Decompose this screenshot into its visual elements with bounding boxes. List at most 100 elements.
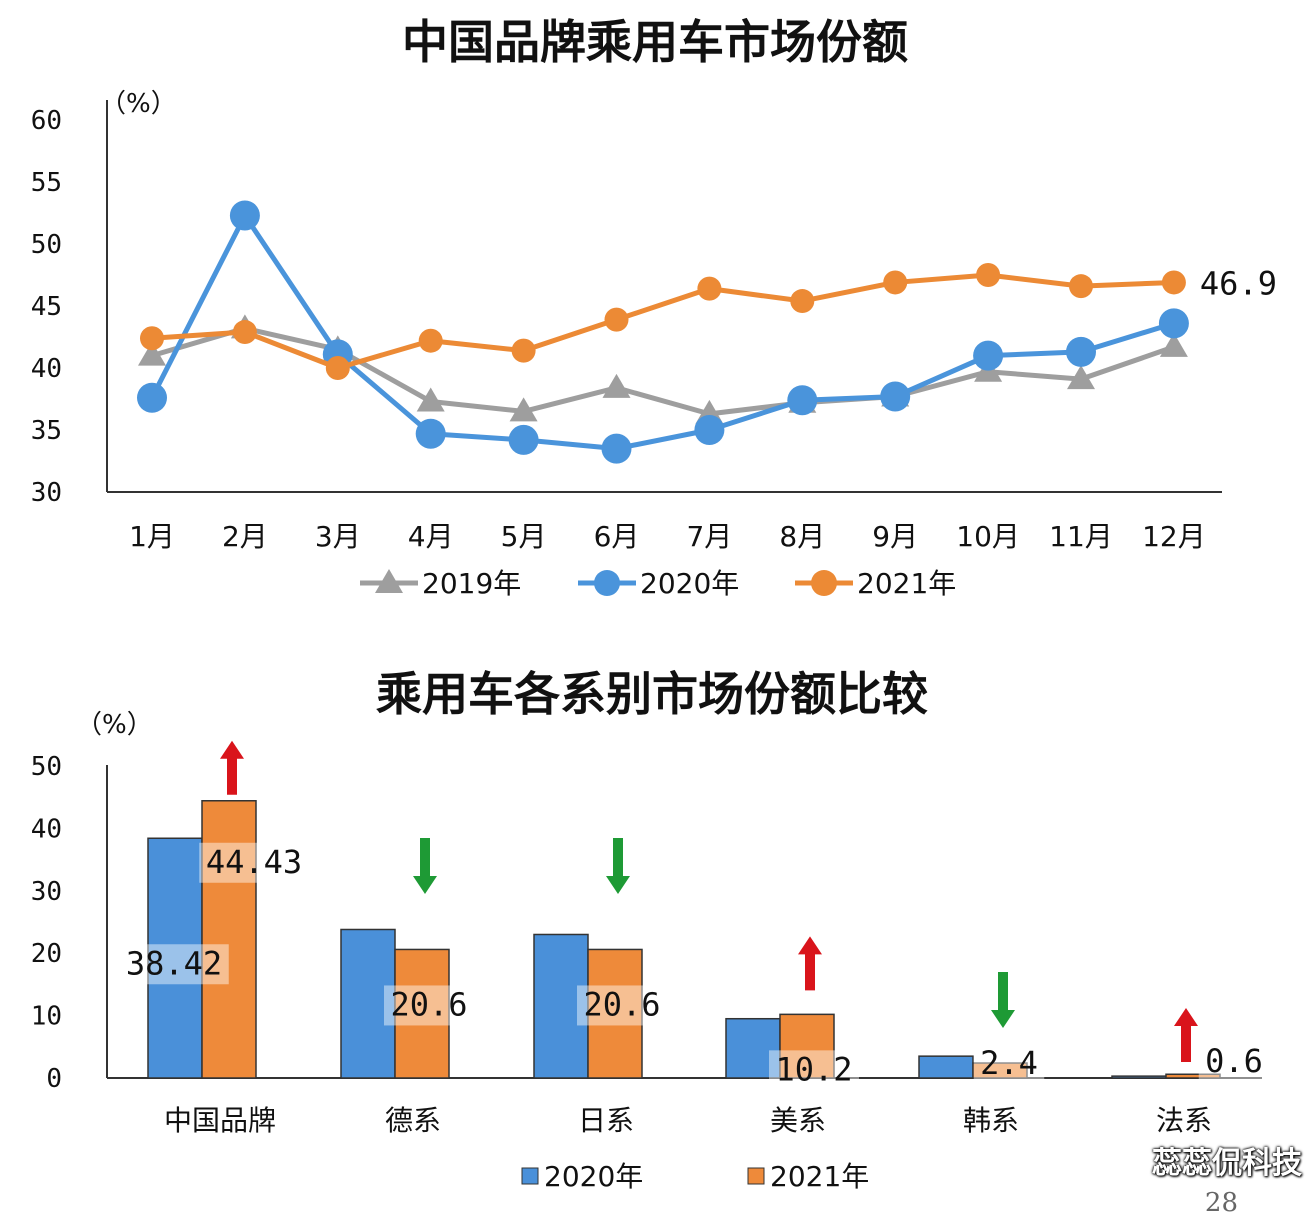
line-chart-legend: 2019年 2020年 2021年 — [360, 567, 956, 600]
legend-label-2019年: 2019年 — [422, 567, 521, 600]
line-point-2021年 — [511, 338, 536, 363]
line-point-2020年 — [1066, 336, 1096, 367]
line-point-2020年 — [787, 385, 818, 416]
line-x-tick-label: 7月 — [686, 520, 732, 553]
legend-label-2020年: 2020年 — [640, 567, 739, 600]
line-x-tick-label: 10月 — [956, 520, 1020, 553]
bar-label-bg — [577, 985, 667, 1026]
line-chart-title: 中国品牌乘用车市场份额 — [402, 15, 908, 69]
line-point-2020年 — [880, 381, 911, 412]
bar-2020年-法系 — [1111, 1075, 1167, 1079]
line-x-tick-label: 9月 — [872, 520, 918, 553]
line-point-2021年 — [1161, 270, 1186, 295]
bar-chart-unit-label: （%） — [76, 710, 153, 740]
trend-up-arrow-icon — [220, 740, 244, 795]
line-point-2020年 — [415, 418, 446, 449]
line-point-2020年 — [137, 382, 167, 413]
line-point-2020年 — [1158, 308, 1189, 339]
line-point-2020年 — [229, 200, 260, 231]
bar-y-tick-label: 40 — [31, 814, 62, 844]
bar-2021年-韩系 — [972, 1062, 1028, 1079]
line-series-2021年 — [151, 272, 1175, 371]
line-x-tick-label: 5月 — [501, 520, 547, 553]
line-point-2020年 — [508, 424, 539, 455]
trend-up-arrow-icon — [798, 936, 822, 991]
line-y-tick-label: 55 — [31, 168, 62, 198]
bar-label-bg — [769, 1050, 859, 1091]
page-number: 28 — [1204, 1188, 1238, 1218]
line-point-2019年 — [138, 341, 166, 366]
line-data-label: 46.9 — [1200, 264, 1277, 302]
trend-down-arrow-icon — [413, 838, 437, 894]
line-x-tick-label: 2月 — [222, 520, 268, 553]
line-y-tick-label: 45 — [31, 292, 62, 322]
legend-swatch-2021年 — [747, 1167, 765, 1185]
bar-chart-data-labels: 38.42 44.43 20.6 20.6 10.2 2.4 0.6 — [119, 842, 1270, 1091]
bar-2021年-美系 — [779, 1013, 835, 1079]
line-y-tick-label: 40 — [31, 354, 62, 384]
legend-marker-2021年 — [811, 570, 837, 596]
bar-2021年-德系 — [394, 948, 450, 1079]
line-point-2020年 — [601, 433, 632, 464]
line-chart-x-ticks: 1月 2月 3月 4月 5月 6月 7月 8月 9月 10月 11月 12月 — [129, 520, 1206, 553]
bar-x-tick-label: 韩系 — [963, 1104, 1019, 1137]
bar-2020年-韩系 — [918, 1055, 974, 1079]
bar-x-tick-label: 中国品牌 — [164, 1104, 276, 1137]
bar-data-label: 20.6 — [390, 985, 467, 1023]
line-chart: 中国品牌乘用车市场份额 （%） 60 55 50 45 40 35 30 1月 2月 3月 4月 5… — [31, 15, 1277, 600]
line-chart-annotations: 46.9 — [1200, 264, 1277, 302]
line-chart-unit-label: （%） — [100, 89, 177, 119]
bar-x-tick-label: 美系 — [770, 1104, 826, 1137]
line-point-2021年 — [976, 263, 1001, 287]
line-y-tick-label: 30 — [31, 478, 62, 508]
legend-label-2021年: 2021年 — [857, 567, 956, 600]
bar-2020年-中国品牌 — [147, 837, 203, 1079]
legend-label-2020年: 2020年 — [544, 1160, 643, 1193]
bar-chart-title: 乘用车各系别市场份额比较 — [376, 667, 928, 721]
bar-2021年-法系 — [1165, 1073, 1221, 1079]
bar-data-label: 44.43 — [206, 843, 302, 881]
line-point-2021年 — [325, 356, 350, 380]
line-point-2019年 — [1067, 365, 1095, 390]
bar-x-tick-label: 德系 — [385, 1104, 441, 1137]
trend-up-arrow-icon — [1174, 1008, 1198, 1062]
line-x-tick-label: 12月 — [1142, 520, 1206, 553]
bar-2021年-中国品牌 — [201, 800, 257, 1079]
line-point-2021年 — [1069, 274, 1093, 299]
bar-label-bg — [973, 1044, 1045, 1084]
line-point-2020年 — [694, 415, 725, 445]
bar-chart-y-ticks: 50 40 30 20 10 0 — [31, 752, 62, 1094]
legend-marker-2020年 — [594, 570, 620, 596]
line-y-tick-label: 35 — [31, 416, 62, 446]
bar-chart-legend: 2020年 2021年 — [521, 1160, 869, 1193]
line-point-2019年 — [1159, 332, 1188, 357]
bar-x-tick-label: 日系 — [578, 1104, 634, 1137]
trend-down-arrow-icon — [606, 838, 630, 894]
bar-2021年-日系 — [587, 948, 643, 1079]
line-chart-series — [137, 200, 1189, 464]
line-point-2021年 — [140, 326, 164, 351]
legend-label-2021年: 2021年 — [770, 1160, 869, 1193]
bar-chart-x-ticks: 中国品牌 德系 日系 美系 韩系 法系 — [164, 1104, 1212, 1137]
line-x-tick-label: 11月 — [1049, 520, 1113, 553]
line-series-2019年 — [151, 325, 1175, 417]
bar-data-label: 10.2 — [775, 1050, 852, 1088]
bar-y-tick-label: 10 — [31, 1002, 62, 1032]
line-point-2019年 — [602, 373, 631, 398]
line-point-2021年 — [790, 289, 815, 314]
bar-data-label: 38.42 — [126, 944, 222, 982]
bar-y-tick-label: 50 — [31, 752, 62, 782]
bar-data-label: 20.6 — [583, 985, 660, 1023]
line-x-tick-label: 6月 — [594, 520, 640, 553]
line-y-tick-label: 60 — [31, 106, 62, 136]
bar-chart-bars — [147, 800, 1221, 1079]
bar-y-tick-label: 30 — [31, 877, 62, 907]
bar-label-bg — [1198, 1042, 1270, 1082]
legend-swatch-2020年 — [521, 1167, 539, 1185]
line-x-tick-label: 4月 — [408, 520, 454, 553]
watermark-text: 蕊蕊侃科技 — [1152, 1146, 1302, 1181]
bar-chart-trend-arrows — [220, 740, 1198, 1062]
bar-y-tick-label: 20 — [31, 939, 62, 969]
bar-data-label: 2.4 — [980, 1044, 1038, 1082]
line-point-2021年 — [232, 320, 257, 345]
